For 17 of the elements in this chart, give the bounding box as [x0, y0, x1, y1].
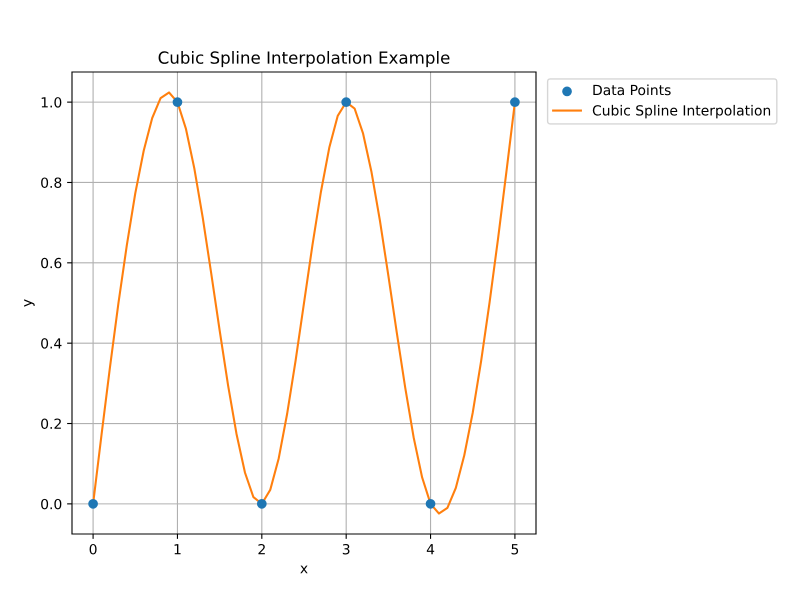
x-tick-label: 0: [90, 544, 97, 554]
x-axis-title: x: [300, 566, 308, 574]
y-tick-label: 0.8: [41, 177, 62, 188]
y-tick-label: 1.0: [42, 97, 62, 108]
y-tick-label: 0.4: [41, 338, 62, 349]
y-tick-label: 0.0: [41, 498, 62, 510]
x-tick-label: 1: [174, 544, 181, 554]
x-tick-label: 2: [258, 544, 265, 554]
legend-label: Cubic Spline Interpolation: [592, 104, 770, 118]
x-tick-label: 4: [426, 544, 434, 554]
y-tick-label: 0.6: [41, 258, 62, 268]
chart-title: Cubic Spline Interpolation Example: [158, 51, 450, 68]
y-tick-label: 0.2: [41, 418, 61, 429]
x-tick-label: 5: [512, 544, 518, 554]
x-tick-label: 3: [342, 544, 350, 554]
legend-label: Data Points: [593, 84, 671, 96]
y-axis-title: y: [24, 299, 35, 307]
